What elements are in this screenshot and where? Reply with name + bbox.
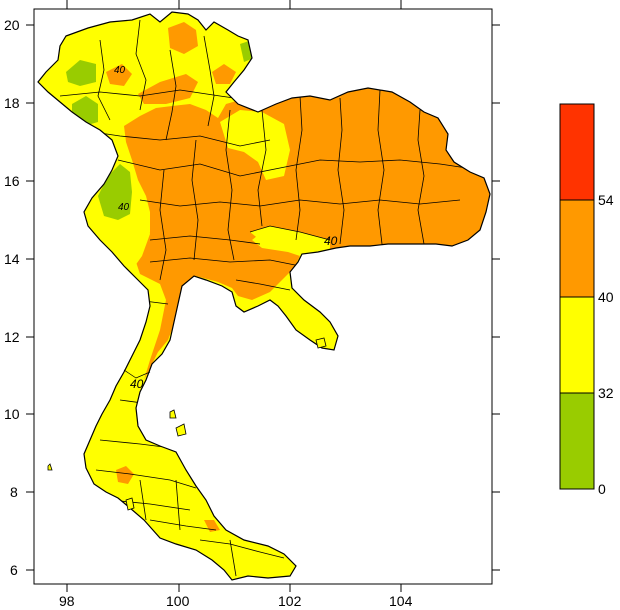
green-region-1 [66,60,96,86]
y-tick-label: 12 [4,329,20,345]
y-tick-label: 10 [4,406,20,422]
yellow-pocket-northcentral [220,110,290,180]
yellow-pocket-central [250,226,330,254]
legend-bin-green [559,392,595,490]
province-borders [59,19,481,577]
legend-label: 0 [598,481,606,497]
x-tick-label: 100 [166,593,190,609]
y-tick-label: 18 [4,95,20,111]
y-tick-label: 16 [4,173,20,189]
axis-ticks [26,0,500,592]
green-region-3 [98,164,132,220]
contour-label: 40 [114,65,126,76]
legend-label: 32 [598,385,614,401]
contour-lines [123,225,331,379]
land-fill-group [38,12,490,580]
legend-label: 40 [598,289,614,305]
yellow-region-base [38,12,490,580]
orange-region-north-2 [138,74,198,104]
legend-colorbar [559,103,595,490]
x-tick-label: 102 [278,593,302,609]
orange-region-north-1 [168,22,198,54]
legend-bin-red [559,103,595,201]
plot-frame [33,8,493,585]
islands [47,337,327,511]
contour-label: 40 [130,377,144,391]
x-tick-label: 98 [59,593,75,609]
orange-region-northeast [124,86,490,380]
orange-region-south-2 [204,520,220,532]
x-tick-label: 104 [389,593,413,609]
legend-bin-orange [559,199,595,298]
contour-line-1 [249,225,331,241]
contour-label: 40 [118,202,130,213]
legend-label: 54 [598,192,614,208]
y-tick-label: 14 [4,251,20,267]
contour-label: 40 [324,234,338,248]
orange-region-south-1 [116,466,134,484]
orange-region-north-4 [106,64,132,86]
y-tick-label: 20 [4,17,20,33]
contour-line-2 [123,369,151,379]
legend-bin-yellow [559,296,595,394]
green-region-5 [134,292,146,306]
y-tick-label: 6 [10,562,18,578]
orange-region-north-3 [212,64,236,84]
y-tick-label: 8 [10,484,18,500]
